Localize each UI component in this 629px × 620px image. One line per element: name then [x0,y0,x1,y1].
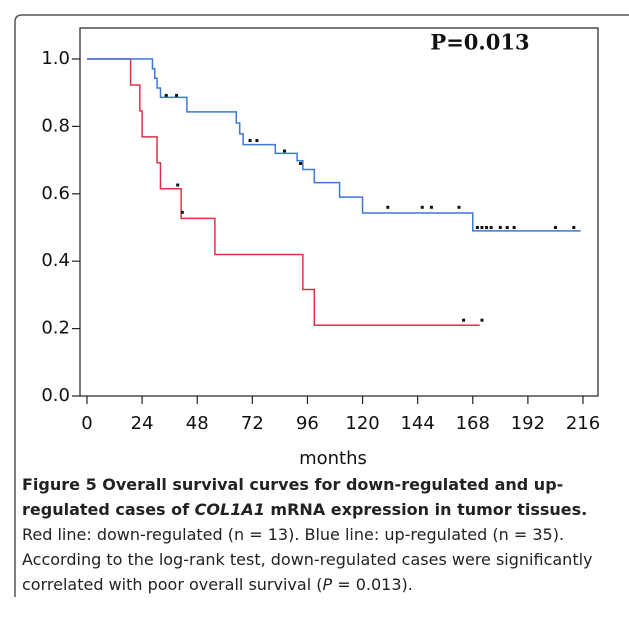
x-tick-label: 0 [81,413,92,434]
censor-mark [164,93,168,97]
x-tick-label: 144 [400,413,434,434]
censor-mark [498,226,502,229]
y-tick-label: 0.4 [41,250,70,271]
x-tick-label: 192 [511,413,545,434]
censor-mark [175,93,179,97]
censor-mark [553,226,557,229]
censor-mark [282,149,286,153]
p-value: P=0.013 [430,30,529,55]
censor-mark [386,205,390,209]
censor-mark [299,161,303,165]
y-tick-label: 0.0 [41,385,70,406]
x-tick-label: 96 [296,413,319,434]
survival-curve [87,58,480,326]
y-tick-label: 0.6 [41,183,70,204]
x-tick-label: 48 [186,413,209,434]
censor-mark [505,226,509,229]
censor-mark [489,226,493,229]
censor-mark [429,205,433,209]
censor-mark [180,210,184,214]
x-tick-label: 24 [131,413,154,434]
censor-mark [480,226,484,229]
censor-mark [572,226,576,229]
caption-title: Figure 5 Overall survival curves for dow… [22,475,564,519]
x-tick-label: 72 [241,413,264,434]
censor-mark [475,226,479,229]
censor-mark [255,139,259,143]
censor-mark [248,139,252,143]
censor-mark [457,205,461,209]
x-tick-label: 120 [345,413,379,434]
censor-mark [420,205,424,209]
x-axis-label: months [299,448,367,469]
x-tick-label: 168 [456,413,490,434]
y-tick-label: 0.2 [41,318,70,339]
caption-text: Red line: down-regulated (n = 13). Blue … [22,525,593,594]
survival-curve [87,58,581,232]
p-symbol: P [322,575,333,594]
caption: Figure 5 Overall survival curves for dow… [22,472,612,597]
censor-mark [512,226,516,229]
censor-mark [485,226,489,229]
caption-title: mRNA expression in tumor tissues. [264,500,588,519]
y-tick-label: 0.8 [41,115,70,136]
caption-text: = 0.013). [332,575,413,594]
gene-name: COL1A1 [194,500,265,519]
censor-mark [480,318,484,322]
x-tick-label: 216 [566,413,600,434]
y-tick-label: 1.0 [41,48,70,69]
censor-mark [462,318,466,322]
censor-mark [176,183,180,187]
plot-frame [79,27,599,397]
figure-frame [14,14,629,597]
